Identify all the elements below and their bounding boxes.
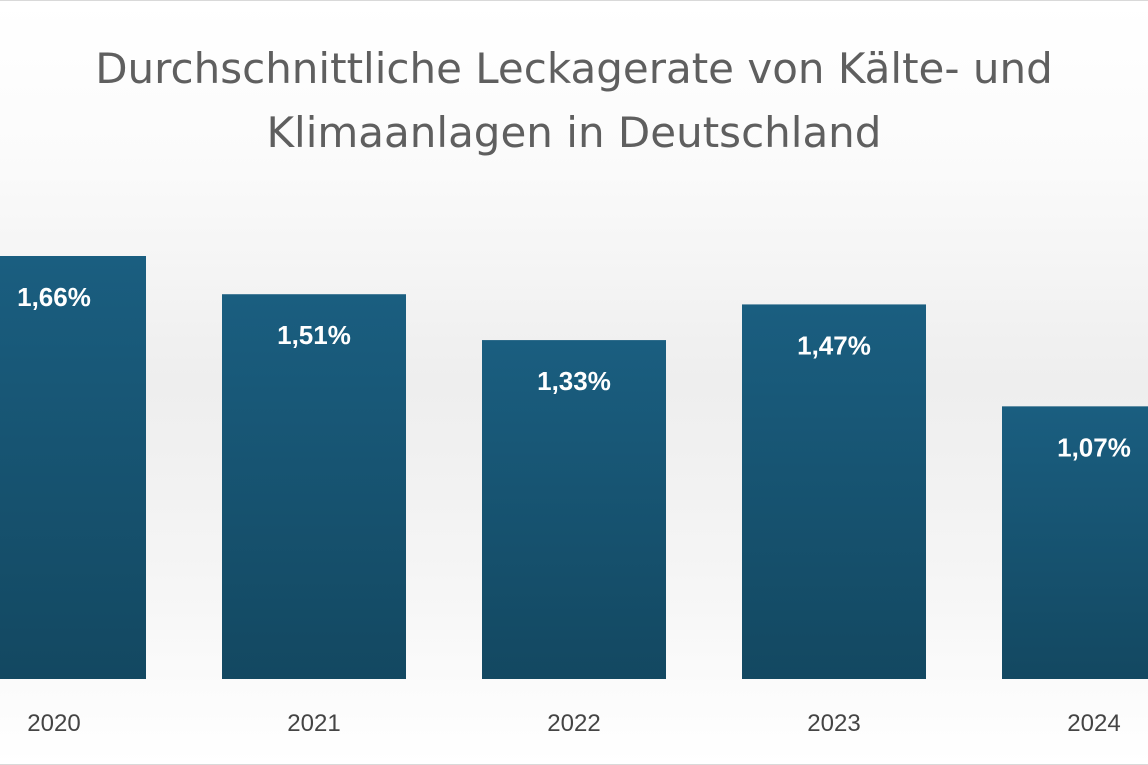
data-labels-group: 1,66% 1,51% 1,33% 1,47% 1,07% — [17, 282, 1131, 462]
bar-2022 — [482, 340, 666, 679]
x-axis-tick-labels: 2020 2021 2022 2023 2024 — [27, 710, 1120, 737]
x-tick-label-2024: 2024 — [1067, 710, 1120, 737]
x-tick-label-2023: 2023 — [807, 710, 860, 737]
bar-2020 — [0, 256, 146, 679]
x-tick-label-2020: 2020 — [27, 710, 80, 737]
data-label-2023: 1,47% — [797, 330, 871, 360]
x-tick-label-2021: 2021 — [287, 710, 340, 737]
data-label-2022: 1,33% — [537, 366, 611, 396]
bar-2024 — [1002, 406, 1148, 679]
data-label-2021: 1,51% — [277, 320, 351, 350]
x-tick-label-2022: 2022 — [547, 710, 600, 737]
bar-2023 — [742, 304, 926, 679]
data-label-2020: 1,66% — [17, 282, 91, 312]
chart-title-line-1: Durchschnittliche Leckagerate von Kälte-… — [95, 44, 1053, 93]
bar-2021 — [222, 294, 406, 679]
chart-title-line-2: Klimaanlagen in Deutschland — [266, 108, 882, 157]
bars-group — [0, 256, 1148, 679]
data-label-2024: 1,07% — [1057, 432, 1131, 462]
chart-title: Durchschnittliche Leckagerate von Kälte-… — [0, 37, 1148, 165]
